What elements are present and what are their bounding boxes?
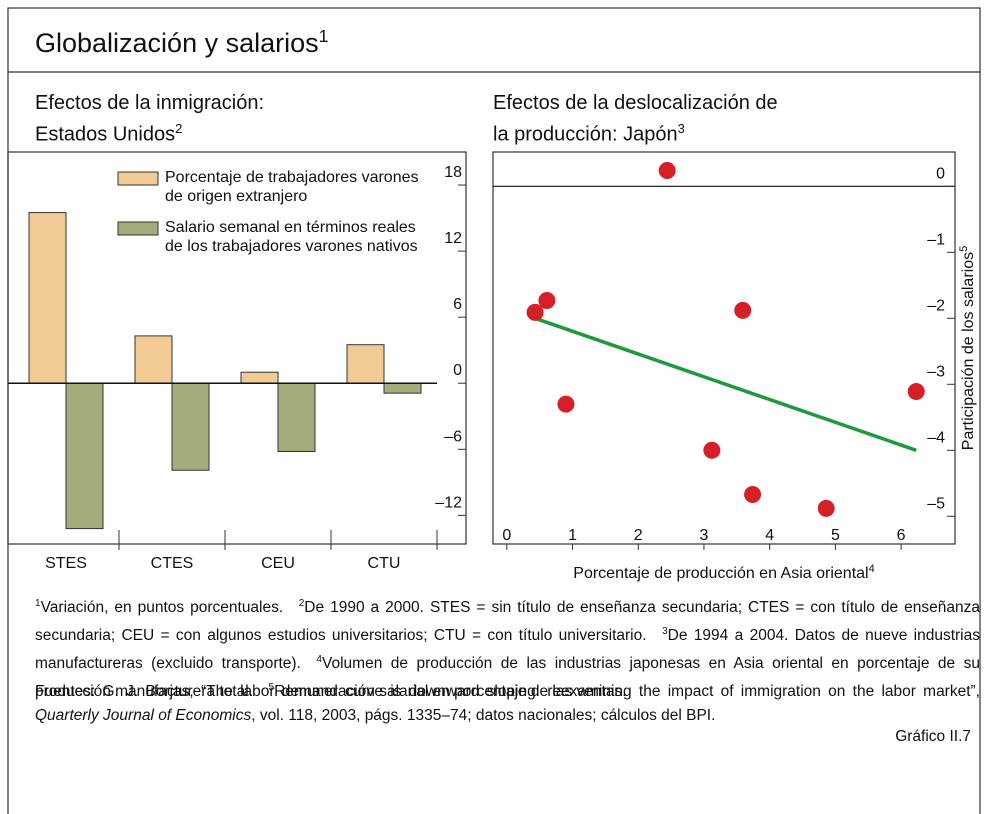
footnote-mark: 5: [268, 682, 275, 694]
y-tick-label: 18: [444, 164, 462, 181]
title-text: Globalización y salarios: [35, 28, 319, 58]
plot-frame: [492, 151, 956, 545]
x-axis-label-sup: 4: [869, 563, 875, 575]
bar: [28, 212, 67, 384]
y-tick-label: 0: [453, 362, 462, 379]
chart-title-line: Efectos de la deslocalización de: [493, 90, 778, 116]
x-tick-label: CEU: [261, 555, 295, 572]
y-axis-label-text: Participación de los salarios: [960, 252, 977, 450]
y-tick-label: 0: [936, 165, 945, 182]
chart-title-line: la producción: Japón3: [493, 116, 778, 148]
chart-title-line: Estados Unidos2: [35, 116, 264, 148]
y-tick-label: 6: [453, 296, 462, 313]
plot-frame: [7, 151, 467, 545]
x-tick-label: 2: [634, 527, 643, 544]
bar: [346, 344, 385, 384]
chart-title-text: Efectos de la deslocalización de: [493, 92, 778, 114]
x-axis-label: Porcentaje de producción en Asia orienta…: [573, 563, 874, 582]
figure-label: Gráfico II.7: [895, 728, 971, 745]
scatter-point: [538, 291, 556, 309]
footnote-text: Variación, en puntos porcentuales.: [40, 599, 284, 617]
sources-text: , vol. 118, 2003, págs. 1335–74; datos n…: [251, 707, 716, 724]
footnote-mark: 2: [298, 598, 305, 609]
sources: Fuentes: G. J. Borjas, “The labor demand…: [35, 680, 980, 728]
chart-title-text: la producción: Japón: [493, 123, 678, 146]
chart-title-text: Estados Unidos: [35, 123, 176, 146]
footnote-text: De 1990 a 2000. STES = sin título de ens…: [35, 599, 980, 645]
chart-title: Efectos de la inmigración: Estados Unidos…: [35, 90, 264, 148]
chart-title-line: Efectos de la inmigración:: [35, 90, 264, 116]
y-tick-label: 12: [444, 230, 462, 247]
x-tick-label: 1: [568, 527, 577, 544]
y-axis-label-sup: 5: [958, 246, 970, 252]
bar: [240, 371, 279, 384]
y-tick-label: –5: [927, 495, 945, 512]
footnote-mark: 3: [662, 626, 668, 638]
x-tick-label: 5: [831, 527, 840, 544]
legend-label: Salario semanal en términos reales de lo…: [165, 219, 418, 255]
bar: [65, 382, 104, 530]
legend-label: Porcentaje de trabajadores varones de or…: [165, 169, 419, 205]
scatter-point: [557, 395, 575, 413]
page-title: Globalización y salarios1: [35, 26, 328, 59]
scatter-point: [658, 161, 676, 179]
scatter-point: [734, 301, 752, 319]
legend-swatch: [117, 221, 159, 236]
scatter-point: [703, 441, 721, 459]
trend-line: [534, 316, 917, 452]
x-tick-label: 6: [897, 527, 906, 544]
x-tick-label: 4: [765, 527, 774, 544]
bar: [383, 382, 422, 394]
x-tick-label: 0: [502, 527, 511, 544]
chart-title-text: Efectos de la inmigración:: [35, 92, 265, 114]
y-tick-label: –3: [927, 363, 945, 380]
scatter-point: [526, 303, 544, 321]
x-tick-label: CTU: [368, 555, 401, 572]
y-tick-label: –6: [444, 428, 462, 445]
footnote-mark: 1: [35, 598, 41, 609]
chart-title-sup: 3: [677, 121, 685, 136]
title-sup: 1: [318, 26, 329, 46]
bar: [277, 382, 316, 453]
y-axis-label: Participación de los salarios5: [958, 246, 977, 450]
x-axis-label-text: Porcentaje de producción en Asia orienta…: [573, 565, 868, 582]
x-tick-label: 3: [700, 527, 709, 544]
chart-title-sup: 2: [175, 121, 183, 136]
legend-swatch: [117, 171, 159, 186]
footnote-text: De 1994 a 2004. Datos de nueve industria…: [35, 627, 980, 673]
y-tick-label: –12: [435, 494, 462, 511]
scatter-point: [744, 486, 762, 504]
sources-text: Quarterly Journal of Economics: [35, 707, 252, 724]
scatter-point: [907, 383, 925, 401]
scatter-point: [817, 499, 835, 517]
x-tick-label: CTES: [151, 555, 194, 572]
sources-text: Fuentes: G. J. Borjas, “The labor demand…: [35, 683, 980, 700]
y-tick-label: –1: [927, 231, 945, 248]
footnotes: 1Variación, en puntos porcentuales. 2De …: [35, 592, 980, 705]
y-tick-label: –4: [927, 429, 945, 446]
footnote-text: Volumen de producción de las industrias …: [35, 655, 980, 701]
y-tick-label: –2: [927, 297, 945, 314]
bar: [134, 335, 173, 384]
footnote-text: Remuneración salarial en porcentaje de l…: [274, 683, 627, 701]
footnote-mark: 4: [316, 654, 322, 666]
bar: [171, 382, 210, 471]
x-tick-label: STES: [45, 555, 87, 572]
chart-title: Efectos de la deslocalización de la produ…: [493, 90, 778, 148]
